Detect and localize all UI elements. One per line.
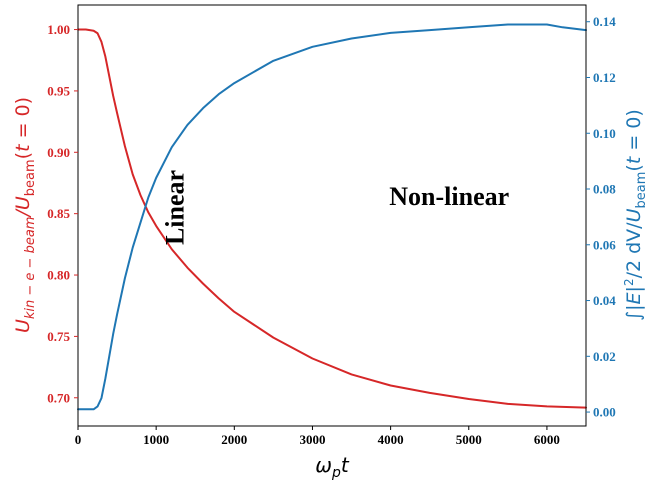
annotation-linear: Linear [161,170,190,245]
y-left-tick-label: 0.85 [47,206,70,221]
ticks: 0 1000 2000 3000 4000 5000 6000 0.70 0.75 0.80 0.8… [47,14,616,447]
y-left-tick-label: 1.00 [47,22,70,37]
right-axis-label-sq: 2 [622,278,636,286]
right-axis-label-end: = 0) [623,109,645,157]
annotations: Linear Non-linear [161,170,510,245]
left-axis-label-u: U [12,319,34,333]
x-tick-label: 1000 [143,432,169,447]
right-axis-label-paren: ( [623,164,645,171]
left-axis-label-t: t [12,143,34,152]
plot-area [78,5,586,426]
left-axis-label-end: = 0) [12,97,34,145]
left-axis-label-sub2: beam [23,159,38,196]
left-axis-label: Ukin − e − beam/Ubeam(t = 0) [12,97,38,333]
x-axis-label: ωpt [315,453,350,481]
right-axis-label-t: t [623,155,645,164]
y-right-tick-label: 0.00 [593,405,616,420]
x-tick-label: 0 [75,432,82,447]
y-left-tick-label: 0.70 [47,390,70,405]
right-axis-label-u: U [623,208,645,222]
x-tick-label: 2000 [221,432,247,447]
y-right-tick-label: 0.02 [593,349,616,364]
right-axis-label-sub: beam [634,172,649,209]
y-right-tick-label: 0.08 [593,182,616,197]
y-left-tick-label: 0.90 [47,145,70,160]
y-left-tick-label: 0.80 [47,268,70,283]
right-axis-label-int: ∫| [623,304,645,320]
x-axis-label-omega: ω [315,453,332,477]
annotation-non-linear: Non-linear [389,182,509,211]
x-tick-label: 5000 [456,432,482,447]
right-axis-label: ∫|E|2/2 dV/Ubeam(t = 0) [622,109,649,321]
right-axis-label-dv: /2 dV/ [623,222,645,279]
y-left-tick-label: 0.95 [47,83,70,98]
y-right-tick-label: 0.14 [593,14,616,29]
left-axis-label-slash: /U [12,196,34,218]
plot-lines [77,23,587,411]
x-axis-label-t: t [341,453,350,477]
y-right-tick-label: 0.10 [593,126,616,141]
y-right-tick-label: 0.12 [593,70,616,85]
right-axis-label-e: E [623,292,645,304]
series-line-left [77,28,587,409]
left-axis-label-sub1: kin − e − beam [23,217,38,320]
x-tick-label: 3000 [299,432,325,447]
series-line-right [77,23,587,411]
x-tick-label: 4000 [378,432,404,447]
right-axis-label-bar: | [623,286,645,292]
y-left-tick-label: 0.75 [47,329,70,344]
y-right-tick-label: 0.06 [593,237,616,252]
x-axis-label-sub: p [331,465,341,481]
left-axis-label-tail: ( [12,152,34,159]
plot-frame [77,4,587,427]
x-tick-label: 6000 [534,432,560,447]
y-right-tick-label: 0.04 [593,293,616,308]
